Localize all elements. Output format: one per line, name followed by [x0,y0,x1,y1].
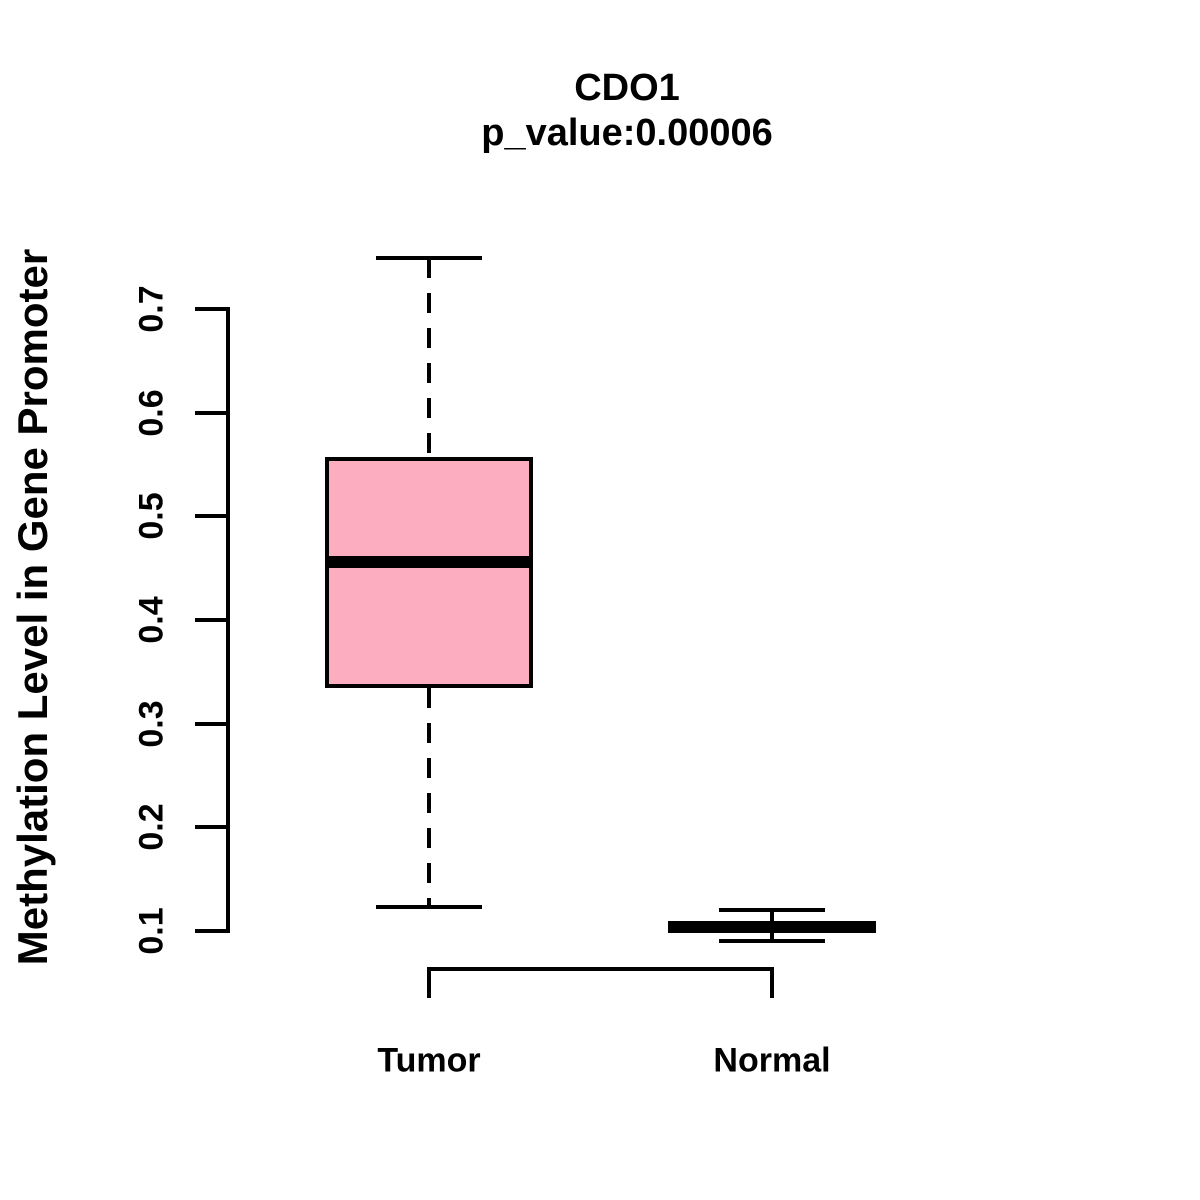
y-axis-label: Methylation Level in Gene Promoter [9,248,56,966]
whisker-lower-normal [770,933,774,941]
y-tick-label: 0.3 [132,700,171,748]
box-tumor [325,457,533,688]
whisker-cap-bottom-normal [719,939,825,943]
whisker-lower-tumor [427,688,431,907]
y-axis-tick [195,307,226,311]
y-axis-tick [195,411,226,415]
y-tick-label: 0.1 [132,907,171,955]
y-axis-line [226,307,230,933]
whisker-cap-bottom-tumor [376,905,482,909]
x-axis-tick-right [770,967,774,998]
y-axis-tick [195,825,226,829]
chart-title: CDO1 [574,67,680,109]
x-axis-line [427,967,774,971]
median-line-tumor [325,556,533,568]
y-axis-tick [195,618,226,622]
y-tick-label: 0.2 [132,803,171,851]
y-axis-tick [195,722,226,726]
median-line-normal [668,921,876,933]
x-category-label-tumor: Tumor [377,1041,481,1080]
y-tick-label: 0.4 [132,596,171,644]
title-block: CDO1 p_value:0.00006 [481,66,773,156]
y-axis-tick [195,514,226,518]
y-tick-label: 0.7 [132,285,171,333]
y-tick-label: 0.6 [132,389,171,437]
x-category-label-normal: Normal [713,1041,831,1080]
whisker-cap-top-tumor [376,256,482,260]
x-axis-tick-left [427,967,431,998]
whisker-cap-top-normal [719,908,825,912]
whisker-upper-normal [770,910,774,921]
y-tick-label: 0.5 [132,492,171,540]
whisker-upper-tumor [427,258,431,457]
y-axis-tick [195,929,226,933]
chart-subtitle: p_value:0.00006 [481,112,773,154]
